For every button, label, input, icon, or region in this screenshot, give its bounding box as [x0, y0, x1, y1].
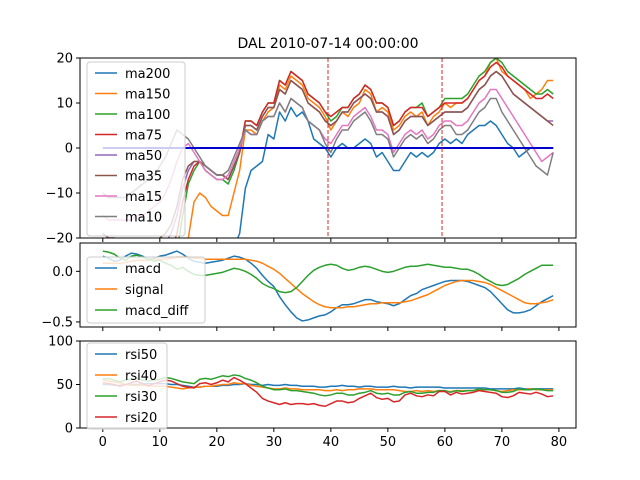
- x-tick-label: 0: [99, 435, 107, 450]
- y-tick-label: 100: [48, 335, 73, 350]
- legend-label-ma15: ma15: [125, 190, 162, 205]
- plot-area: [102, 374, 554, 407]
- y-tick-label: −20: [46, 232, 73, 247]
- y-tick-label: 0: [65, 142, 73, 157]
- y-tick-label: 20: [56, 52, 73, 67]
- series-line-rsi30: [102, 374, 554, 397]
- legend-label-ma100: ma100: [125, 108, 170, 123]
- series-line-rsi20: [102, 376, 554, 407]
- legend: rsi50 rsi40 rsi30 rsi20: [86, 342, 168, 430]
- legend-label-ma150: ma150: [125, 88, 170, 103]
- legend-label-ma200: ma200: [125, 67, 170, 82]
- x-tick-label: 30: [266, 435, 283, 450]
- y-tick-label: −0.5: [41, 315, 73, 330]
- series-line-ma200: [236, 106, 554, 238]
- axes-frame: [79, 242, 577, 328]
- series-line-ma100: [178, 58, 554, 238]
- x-tick-label: 70: [494, 435, 511, 450]
- legend-label-macd_diff: macd_diff: [125, 304, 189, 319]
- price-ma-panel: −20−1001020ma200ma150ma100ma75ma50ma35ma…: [46, 52, 577, 247]
- legend-label-ma75: ma75: [125, 129, 162, 144]
- macd-panel: −0.5 0.0 macd signal macd_diff: [41, 242, 577, 331]
- legend-label-signal: signal: [125, 283, 163, 298]
- y-tick-label: 0.0: [52, 265, 73, 280]
- legend-label-ma10: ma10: [125, 211, 162, 226]
- y-tick-label: 10: [56, 97, 73, 112]
- x-tick-label: 80: [551, 435, 568, 450]
- legend-label-ma50: ma50: [125, 149, 162, 164]
- series-line-macd: [102, 250, 554, 322]
- x-tick-label: 50: [380, 435, 397, 450]
- legend-label-rsi40: rsi40: [125, 369, 157, 384]
- chart-title: DAL 2010-07-14 00:00:00: [237, 36, 418, 52]
- legend-box: [86, 61, 186, 237]
- legend-label-rsi50: rsi50: [125, 348, 157, 363]
- legend: macd signal macd_diff: [86, 256, 206, 324]
- legend: ma200 ma150 ma100 ma75 ma50 ma35 ma15 ma10: [86, 61, 186, 237]
- legend-box: [86, 256, 206, 324]
- legend-label-macd: macd: [125, 262, 161, 277]
- x-tick-label: 60: [437, 435, 454, 450]
- legend-box: [86, 342, 168, 430]
- legend-label-rsi20: rsi20: [125, 411, 157, 426]
- legend-label-ma35: ma35: [125, 170, 162, 185]
- legend-label-rsi30: rsi30: [125, 390, 157, 405]
- x-tick-label: 10: [152, 435, 169, 450]
- x-tick-label: 40: [323, 435, 340, 450]
- y-tick-label: 50: [56, 378, 73, 393]
- y-tick-label: 0: [65, 422, 73, 437]
- x-tick-label: 20: [209, 435, 226, 450]
- y-tick-label: −10: [46, 187, 73, 202]
